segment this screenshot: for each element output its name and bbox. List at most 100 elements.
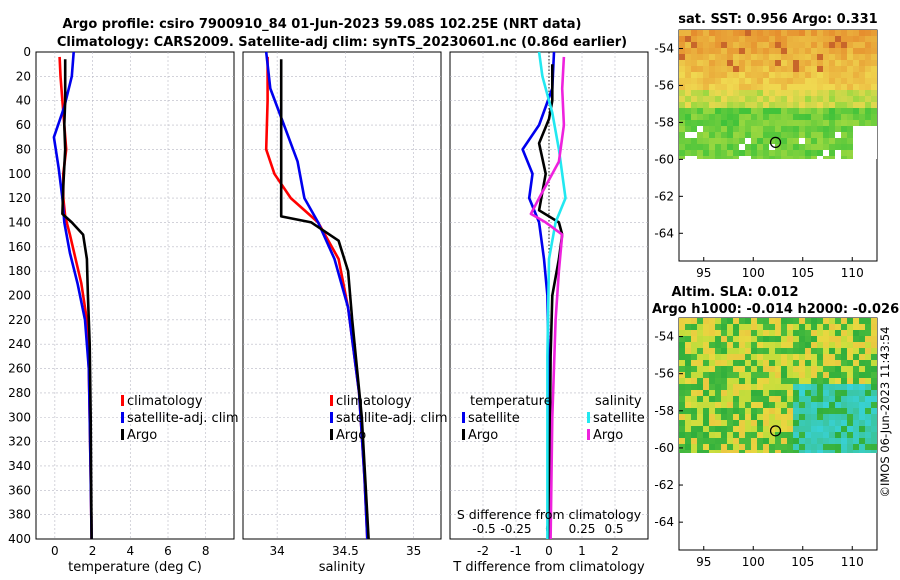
- sst-heatmap-cell: [709, 96, 715, 102]
- sst-heatmap-cell: [751, 96, 757, 102]
- sla-heatmap-cell: [727, 318, 733, 324]
- sst-heatmap-cell: [703, 144, 709, 150]
- sla-heatmap-cell: [841, 348, 847, 354]
- sst-heatmap-cell: [775, 96, 781, 102]
- sla-heatmap-cell: [763, 438, 769, 444]
- sla-heatmap-cell: [733, 360, 739, 366]
- sla-heatmap-cell: [853, 438, 859, 444]
- sst-heatmap-cell: [751, 72, 757, 78]
- sst-heatmap-cell: [781, 126, 787, 132]
- sst-heatmap-cell: [811, 78, 817, 84]
- sst-heatmap-cell: [817, 66, 823, 72]
- sst-heatmap-cell: [841, 150, 847, 156]
- sla-heatmap-cell: [799, 372, 805, 378]
- sla-heatmap-cell: [757, 342, 763, 348]
- sla-heatmap-cell: [697, 432, 703, 438]
- sst-heatmap-cell: [739, 90, 745, 96]
- sla-heatmap-cell: [775, 426, 781, 432]
- sst-heatmap-cell: [793, 114, 799, 120]
- sla-heatmap-cell: [871, 348, 877, 354]
- sst-heatmap-cell: [769, 84, 775, 90]
- sst-heatmap-cell: [847, 60, 853, 66]
- sla-heatmap-cell: [787, 408, 793, 414]
- sla-heatmap-cell: [781, 342, 787, 348]
- sla-heatmap-cell: [799, 348, 805, 354]
- sla-heatmap-cell: [745, 414, 751, 420]
- sla-heatmap-cell: [739, 450, 745, 453]
- sst-heatmap-cell: [715, 60, 721, 66]
- sla-heatmap-cell: [739, 426, 745, 432]
- sst-heatmap-cell: [733, 144, 739, 150]
- sla-heatmap-cell: [769, 354, 775, 360]
- sst-heatmap-cell: [817, 54, 823, 60]
- sst-heatmap-cell: [799, 72, 805, 78]
- sla-heatmap-cell: [781, 450, 787, 453]
- sst-heatmap-cell: [823, 60, 829, 66]
- sla-heatmap-cell: [787, 324, 793, 330]
- sla-heatmap-cell: [769, 426, 775, 432]
- sst-heatmap-cell: [829, 48, 835, 54]
- sla-heatmap-cell: [745, 348, 751, 354]
- sla-heatmap-cell: [727, 378, 733, 384]
- sla-heatmap-cell: [805, 408, 811, 414]
- sst-heatmap-cell: [709, 66, 715, 72]
- sla-heatmap-cell: [775, 450, 781, 453]
- sla-heatmap-cell: [751, 318, 757, 324]
- sla-heatmap-cell: [823, 318, 829, 324]
- sla-heatmap-cell: [739, 342, 745, 348]
- sst-heatmap-cell: [745, 138, 751, 144]
- sla-heatmap-cell: [847, 444, 853, 450]
- sla-heatmap-cell: [703, 330, 709, 336]
- sst-heatmap-cell: [835, 102, 841, 108]
- sla-heatmap-cell: [871, 438, 877, 444]
- sla-heatmap-cell: [739, 420, 745, 426]
- sla-heatmap-cell: [835, 342, 841, 348]
- sst-heatmap-cell: [685, 78, 691, 84]
- sst-heatmap-cell: [799, 78, 805, 84]
- sla-heatmap-cell: [775, 408, 781, 414]
- sst-heatmap-cell: [703, 120, 709, 126]
- sla-heatmap-cell: [829, 318, 835, 324]
- sla-heatmap-cell: [811, 366, 817, 372]
- sst-heatmap-cell: [715, 72, 721, 78]
- sla-heatmap-cell: [811, 426, 817, 432]
- legend-salinity-satellite-label: satellite: [593, 411, 645, 426]
- sla-heatmap-cell: [799, 366, 805, 372]
- sst-heatmap-cell: [853, 102, 859, 108]
- sst-heatmap-cell: [769, 102, 775, 108]
- sst-heatmap-cell: [691, 144, 697, 150]
- sst-heatmap-cell: [859, 84, 865, 90]
- sst-heatmap-cell: [847, 72, 853, 78]
- sla-heatmap-cell: [817, 324, 823, 330]
- sst-heatmap-cell: [733, 54, 739, 60]
- sla-heatmap-cell: [793, 432, 799, 438]
- sst-heatmap-cell: [745, 150, 751, 156]
- depth-tick-label: 400: [8, 532, 31, 546]
- sst-heatmap-cell: [781, 138, 787, 144]
- sst-heatmap-cell: [751, 30, 757, 36]
- sla-heatmap-cell: [685, 432, 691, 438]
- sla-heatmap-cell: [793, 378, 799, 384]
- sst-heatmap-cell: [769, 54, 775, 60]
- sst-heatmap-cell: [739, 96, 745, 102]
- sst-heatmap-cell: [829, 66, 835, 72]
- sst-heatmap-cell: [793, 156, 799, 159]
- sst-heatmap-cell: [859, 30, 865, 36]
- sla-heatmap-cell: [697, 384, 703, 390]
- sla-heatmap-cell: [841, 438, 847, 444]
- sla-heatmap-cell: [769, 396, 775, 402]
- sla-heatmap-cell: [745, 438, 751, 444]
- depth-tick-label: 140: [8, 215, 31, 229]
- sst-heatmap-cell: [685, 96, 691, 102]
- sst-heatmap-cell: [829, 114, 835, 120]
- lat-tick-label: -62: [654, 189, 674, 203]
- sla-heatmap-cell: [739, 372, 745, 378]
- sla-heatmap-cell: [835, 402, 841, 408]
- sla-heatmap-cell: [697, 348, 703, 354]
- sla-heatmap-cell: [799, 426, 805, 432]
- sla-heatmap-cell: [727, 354, 733, 360]
- sla-heatmap-cell: [751, 384, 757, 390]
- sst-heatmap-cell: [691, 42, 697, 48]
- sla-heatmap-cell: [763, 420, 769, 426]
